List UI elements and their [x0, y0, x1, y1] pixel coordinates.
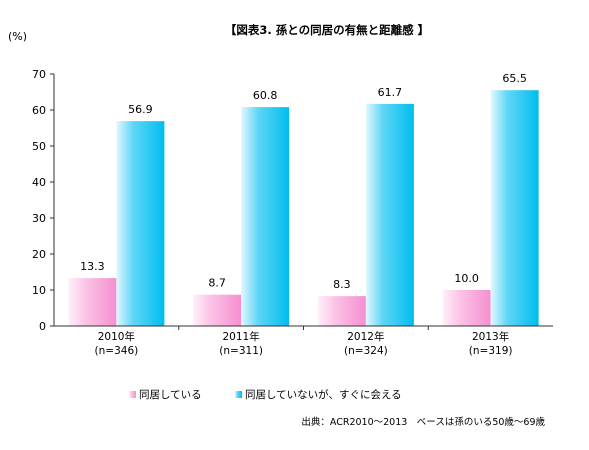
data-label: 60.8 — [253, 89, 278, 102]
bar-pink — [193, 294, 242, 326]
data-label: 8.7 — [208, 277, 226, 290]
legend-label-blue: 同居していないが、すぐに会える — [245, 388, 402, 401]
category-n-label: (n=311) — [219, 345, 263, 357]
bar-blue — [365, 103, 414, 326]
bar-blue — [116, 121, 165, 326]
y-tick-label: 50 — [32, 140, 46, 153]
y-axis-unit: (%) — [8, 30, 27, 43]
y-tick-label: 0 — [39, 320, 46, 333]
y-axis: 0 10 20 30 40 50 60 70 — [32, 68, 54, 333]
category-n-label: (n=324) — [344, 345, 388, 357]
category-label: 2012年 — [347, 330, 384, 343]
y-tick-label: 60 — [32, 104, 46, 117]
legend: 同居している 同居していないが、すぐに会える — [129, 388, 402, 401]
x-axis: 2010年 (n=346) 2011年 (n=311) 2012年 (n=324) 2013… — [95, 326, 513, 357]
legend-swatch-blue — [235, 391, 242, 398]
legend-swatch-pink — [129, 391, 136, 398]
category-label: 2011年 — [223, 330, 260, 343]
bar-pink — [317, 296, 366, 326]
y-tick-label: 10 — [32, 284, 46, 297]
data-label: 65.5 — [502, 72, 527, 85]
chart-title: 【図表3. 孫との同居の有無と距離感 】 — [225, 23, 429, 37]
source-note: 出典：ACR2010～2013 ベースは孫のいる50歳～69歳 — [301, 416, 545, 428]
bar-blue — [490, 90, 539, 326]
bar-pink — [68, 278, 117, 326]
legend-label-pink: 同居している — [139, 389, 202, 401]
data-label: 10.0 — [454, 272, 479, 285]
y-tick-label: 20 — [32, 248, 46, 261]
data-label: 61.7 — [378, 86, 403, 99]
y-tick-label: 70 — [32, 68, 46, 81]
category-label: 2013年 — [472, 330, 509, 343]
bar-pink — [442, 290, 491, 326]
category-n-label: (n=346) — [95, 345, 139, 357]
data-labels: 13.3 56.9 8.7 60.8 8.3 61.7 10.0 65.5 — [80, 72, 527, 291]
category-n-label: (n=319) — [469, 345, 513, 357]
bars — [68, 90, 539, 327]
bar-blue — [241, 107, 290, 327]
data-label: 56.9 — [128, 103, 153, 116]
y-tick-label: 40 — [32, 176, 46, 189]
category-label: 2010年 — [98, 330, 135, 343]
data-label: 13.3 — [80, 260, 105, 273]
data-label: 8.3 — [333, 278, 351, 291]
y-tick-label: 30 — [32, 212, 46, 225]
